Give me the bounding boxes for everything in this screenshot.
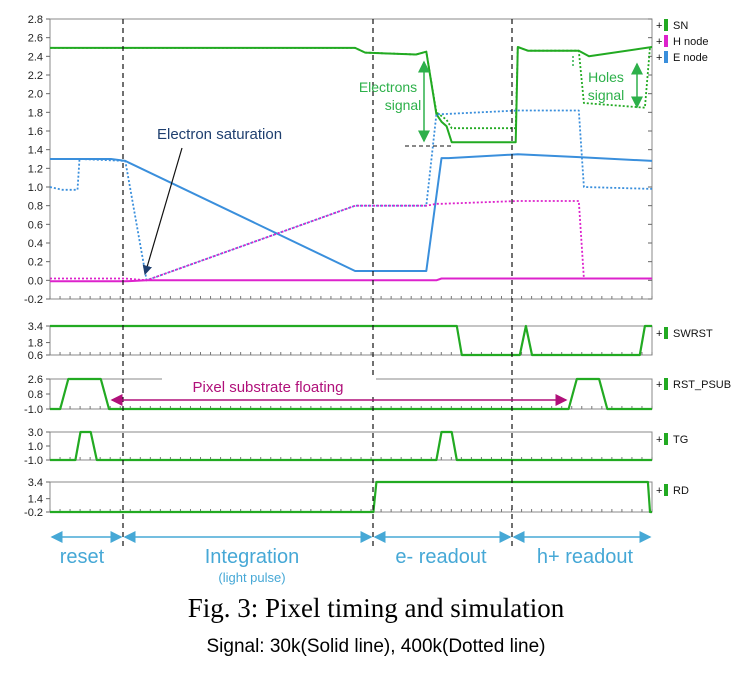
y-tick-label: 0.6 [28, 219, 43, 231]
figure-subcaption: Signal: 30k(Solid line), 400k(Dotted lin… [206, 636, 546, 657]
legend-rst-psub: RST_PSUB [673, 379, 731, 391]
figure-caption: Fig. 3: Pixel timing and simulation [187, 593, 565, 623]
annotation-electrons-signal-line1: Electrons [359, 79, 417, 95]
legend-plus: + [656, 328, 662, 340]
y-tick-label: 0.8 [28, 201, 43, 213]
legend-plus: + [656, 434, 662, 446]
phase-sublabel: (light pulse) [218, 570, 285, 585]
phase-label: reset [60, 546, 105, 568]
legend-plus: + [656, 379, 662, 391]
legend-plus: + [656, 20, 662, 32]
plot-panels: 2.8 2.6 2.4 2.2 2.0 1.8 1.6 1.4 1.2 1.0 0.8 0.6 0.4 0… [24, 14, 653, 519]
legends: + SN + H node + E node + SWRST + RST_PSUB + TG + RD [656, 19, 731, 497]
legend-swatch [664, 433, 668, 445]
legend-tg: TG [673, 434, 688, 446]
legend-swatch [664, 327, 668, 339]
y-tick-label: 2.2 [28, 70, 43, 82]
annotation-psub-bg [162, 378, 376, 396]
series-tg-solid [50, 430, 652, 462]
series-e-node-dotted [49, 109, 653, 282]
series-swrst-solid [50, 324, 652, 357]
phase-bar: reset Integration (light pulse) e- readout h… [50, 531, 652, 585]
y-tick-label: 1.0 [28, 182, 43, 194]
legend-rd: RD [673, 485, 689, 497]
y-tick-label: 1.4 [28, 145, 43, 157]
y-tick-label: 0.4 [28, 238, 43, 250]
legend-swatch [664, 35, 668, 47]
series-h-node-dotted [50, 200, 652, 282]
annotations: Electron saturation Electrons signal Holes s… [110, 19, 643, 548]
annotation-pixel-substrate-floating: Pixel substrate floating [193, 379, 344, 396]
y-tick-label: 3.0 [28, 427, 43, 439]
y-tick-label: 1.4 [28, 494, 43, 506]
y-tick-label: 3.4 [28, 321, 43, 333]
y-tick-label: -1.0 [24, 404, 43, 416]
y-tick-label: 1.8 [28, 107, 43, 119]
y-tick-label: 1.0 [28, 441, 43, 453]
legend-swatch [664, 484, 668, 496]
series-h-node-solid [50, 277, 652, 283]
y-tick-label: 2.6 [28, 33, 43, 45]
annotation-holes-signal-line1: Holes [588, 69, 624, 85]
y-tick-label: 2.0 [28, 89, 43, 101]
series-rst_psub-solid [50, 377, 652, 411]
y-tick-label: 0.8 [28, 389, 43, 401]
y-tick-label: -0.2 [24, 507, 43, 519]
legend-swatch [664, 378, 668, 390]
panel-frame [49, 431, 653, 461]
panel-frame [49, 325, 653, 356]
legend-plus: + [656, 52, 662, 64]
panel-main: 2.8 2.6 2.4 2.2 2.0 1.8 1.6 1.4 1.2 1.0 0.8 0.6 0.4 0… [24, 14, 653, 306]
y-tick-label: 0.2 [28, 257, 43, 269]
y-tick-label: 1.6 [28, 126, 43, 138]
phase-label: e- readout [395, 546, 487, 568]
legend-swatch [664, 51, 668, 63]
y-tick-label: -1.0 [24, 455, 43, 467]
y-tick-label: 0.6 [28, 350, 43, 362]
panel-frame [49, 18, 653, 300]
phase-label: h+ readout [537, 546, 634, 568]
y-tick-label: 0.0 [28, 275, 43, 287]
legend-swrst: SWRST [673, 328, 713, 340]
legend-e-node: E node [673, 52, 708, 64]
y-tick-label: 2.4 [28, 51, 43, 63]
phase-label: Integration [205, 546, 300, 568]
panel-swrst: 3.4 1.80.6 [28, 321, 653, 362]
panel-tg: 3.0 1.0 -1.0 [24, 427, 653, 467]
panel-frame [49, 481, 653, 513]
legend-plus: + [656, 36, 662, 48]
panel-rd: 3.4 1.4-0.2 [24, 477, 653, 519]
annotation-arrow [142, 147, 183, 276]
legend-swatch [664, 19, 668, 31]
y-tick-label: 2.6 [28, 374, 43, 386]
legend-plus: + [656, 485, 662, 497]
y-tick-label: -0.2 [24, 294, 43, 306]
series-sn-solid [50, 46, 653, 144]
annotation-electron-saturation: Electron saturation [157, 126, 282, 143]
legend-sn: SN [673, 20, 688, 32]
annotation-holes-signal-line2: signal [588, 87, 625, 103]
timing-figure: 2.8 2.6 2.4 2.2 2.0 1.8 1.6 1.4 1.2 1.0 0.8 0.6 0.4 0… [24, 14, 731, 585]
y-tick-label: 2.8 [28, 14, 43, 26]
annotation-electrons-signal-line2: signal [385, 97, 422, 113]
y-tick-label: 3.4 [28, 477, 43, 489]
legend-h-node: H node [673, 36, 708, 48]
series-sn-dotted [50, 46, 652, 130]
y-tick-label: 1.8 [28, 338, 43, 350]
series-e-node-solid [50, 153, 653, 272]
y-tick-label: 1.2 [28, 163, 43, 175]
